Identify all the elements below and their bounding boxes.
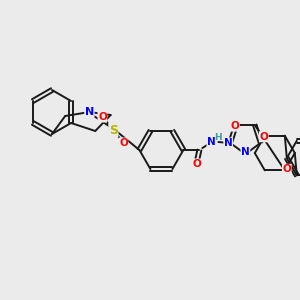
Text: O: O [231, 121, 239, 131]
Text: N: N [224, 138, 233, 148]
Text: N: N [241, 147, 250, 157]
Text: O: O [119, 138, 128, 148]
Text: O: O [260, 132, 268, 142]
Text: O: O [192, 159, 201, 169]
Text: S: S [109, 124, 118, 136]
Text: N: N [207, 137, 216, 147]
Text: O: O [98, 112, 107, 122]
Text: O: O [282, 164, 291, 174]
Text: N: N [85, 107, 94, 117]
Text: H: H [214, 134, 222, 142]
